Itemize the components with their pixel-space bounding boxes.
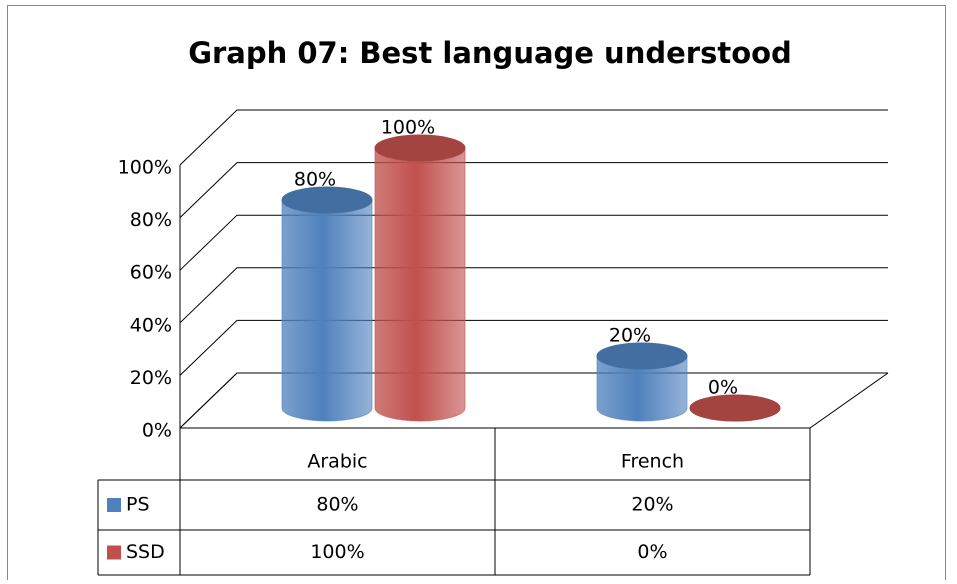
y-tick-label: 100% [118, 157, 172, 179]
grid-line [179, 214, 888, 271]
table-cell: 20% [631, 494, 673, 516]
cylinder-body [596, 355, 688, 422]
cylinder-top [281, 186, 373, 214]
data-label: 20% [609, 325, 651, 347]
cylinder [281, 186, 373, 422]
y-tick-label: 60% [130, 262, 172, 284]
legend-swatch [107, 498, 121, 512]
table-cell: 100% [310, 541, 364, 563]
cylinder-top [596, 342, 688, 370]
cylinder-body [281, 199, 373, 422]
cylinder [689, 394, 781, 422]
y-tick-label: 40% [130, 314, 172, 336]
cylinder-top [689, 394, 781, 422]
legend-swatch [107, 545, 121, 560]
grid-line [179, 267, 888, 324]
chart-title: Graph 07: Best language understood [188, 36, 792, 70]
data-label: 0% [708, 377, 738, 399]
table-cell: 0% [637, 541, 667, 563]
legend-label: PS [126, 494, 150, 516]
y-tick-label: 0% [142, 420, 172, 442]
table-lines [97, 428, 811, 576]
y-tick-label: 20% [130, 367, 172, 389]
cylinder-body [374, 147, 466, 422]
legend-label: SSD [126, 541, 165, 563]
cylinder-top [374, 134, 466, 162]
cylinder [596, 342, 688, 422]
x-tick-label: French [621, 451, 684, 473]
data-label: 100% [381, 117, 435, 139]
x-tick-label: Arabic [307, 451, 367, 473]
grid-line [179, 109, 888, 166]
chart-border [7, 5, 946, 584]
table-cell: 80% [316, 494, 358, 516]
grid-line [179, 319, 888, 376]
cylinder [374, 134, 466, 422]
grid-line [179, 162, 888, 218]
y-tick-label: 80% [130, 209, 172, 231]
data-label: 80% [294, 169, 336, 191]
